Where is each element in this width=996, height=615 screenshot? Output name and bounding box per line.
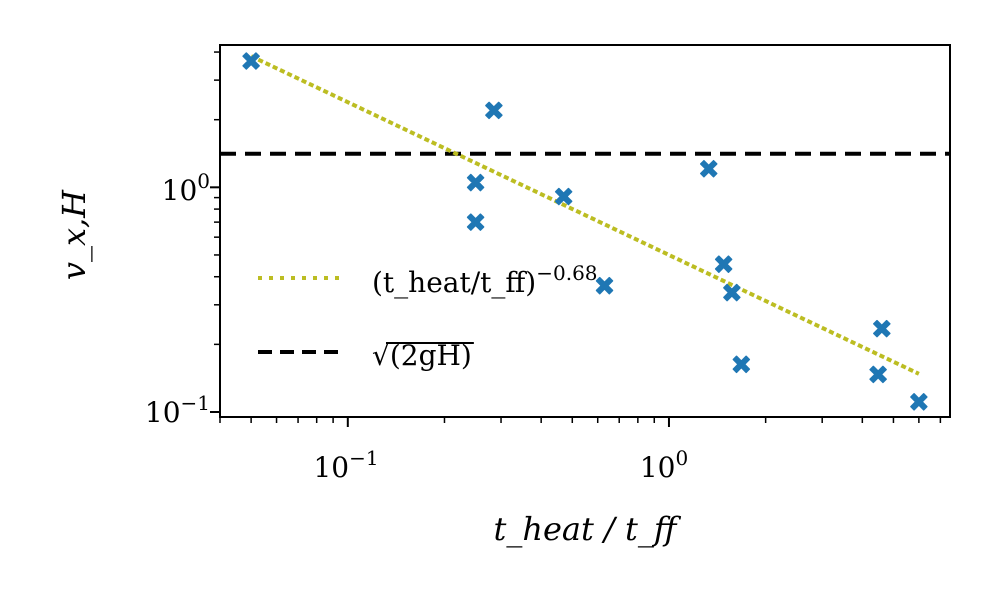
y-axis-label: v_x,H: [55, 189, 93, 280]
scatter-points: [242, 52, 928, 411]
legend-fit-label: (t_heat/t_ff)−0.68: [372, 261, 598, 299]
data-point-4: [554, 187, 573, 206]
plot-frame: [219, 44, 951, 418]
data-point-9: [732, 355, 751, 374]
x-tick-label-1: 100: [640, 446, 688, 484]
legend-sqrt-label: √(2gH): [372, 339, 472, 372]
data-point-5: [595, 276, 614, 295]
data-point-8: [723, 283, 741, 302]
data-point-12: [910, 393, 928, 411]
data-point-3: [485, 101, 503, 120]
x-tick-label-0: 10−1: [313, 446, 378, 484]
data-point-0: [242, 52, 260, 70]
y-tick-label-1: 100: [162, 169, 210, 207]
legend: (t_heat/t_ff)−0.68 √(2gH): [258, 261, 598, 372]
data-point-10: [869, 365, 887, 384]
y-tick-label-0: 10−1: [145, 391, 210, 429]
data-point-7: [714, 255, 733, 273]
fit-line: [250, 54, 920, 376]
axis-ticks: [210, 51, 942, 427]
data-point-1: [466, 173, 485, 192]
data-point-2: [466, 213, 485, 231]
fit-line-group: [250, 54, 920, 376]
data-point-11: [873, 319, 891, 338]
data-point-6: [699, 159, 718, 178]
x-axis-label: t_heat / t_ff: [494, 510, 682, 548]
